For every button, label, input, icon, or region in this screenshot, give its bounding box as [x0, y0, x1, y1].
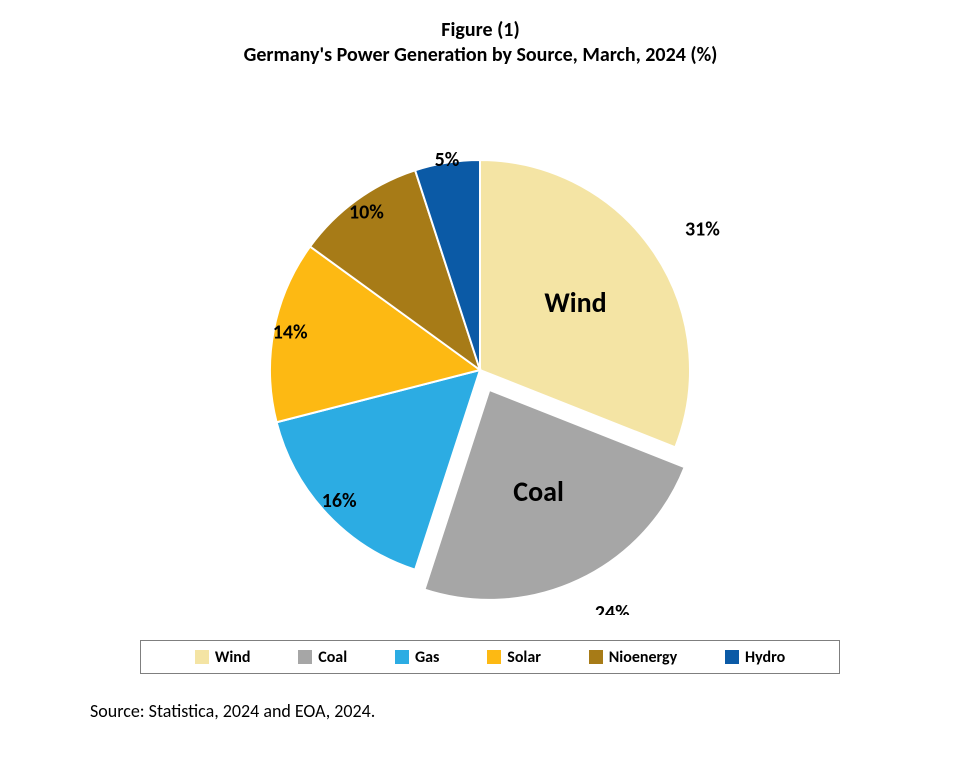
legend-item-gas: Gas	[395, 648, 439, 667]
legend-swatch-icon	[395, 650, 409, 664]
legend-item-coal: Coal	[298, 648, 347, 667]
legend-item-wind: Wind	[195, 648, 251, 667]
chart-title: Figure (1) Germany's Power Generation by…	[0, 18, 961, 68]
legend-item-nioenergy: Nioenergy	[589, 648, 677, 667]
legend-swatch-icon	[725, 650, 739, 664]
name-label-coal: Coal	[513, 474, 564, 509]
name-label-wind: Wind	[544, 285, 606, 320]
pie-chart: 31% Wind 24% Coal 16% 14% 10% 5%	[0, 95, 961, 615]
legend-label: Nioenergy	[609, 648, 677, 667]
pct-label-coal: 24%	[595, 601, 630, 615]
title-line-1: Figure (1)	[0, 18, 961, 43]
pct-label-wind: 31%	[685, 218, 720, 242]
legend-label: Wind	[215, 648, 251, 667]
legend-swatch-icon	[298, 650, 312, 664]
pct-label-gas: 16%	[322, 489, 357, 513]
legend-label: Hydro	[745, 648, 785, 667]
legend-item-hydro: Hydro	[725, 648, 785, 667]
pct-label-solar: 14%	[273, 321, 308, 345]
source-note: Source: Statistica, 2024 and EOA, 2024.	[90, 700, 375, 722]
pct-label-bioenergy: 10%	[349, 201, 384, 225]
title-line-2: Germany's Power Generation by Source, Ma…	[0, 43, 961, 68]
legend-swatch-icon	[589, 650, 603, 664]
legend-item-solar: Solar	[487, 648, 541, 667]
pie-svg: 31% Wind 24% Coal 16% 14% 10% 5%	[0, 95, 961, 615]
legend-label: Solar	[507, 648, 541, 667]
legend-swatch-icon	[487, 650, 501, 664]
legend-swatch-icon	[195, 650, 209, 664]
pct-label-hydro: 5%	[435, 148, 460, 172]
figure-container: Figure (1) Germany's Power Generation by…	[0, 0, 961, 769]
legend-label: Gas	[415, 648, 439, 667]
legend-label: Coal	[318, 648, 347, 667]
legend: Wind Coal Gas Solar Nioenergy Hydro	[140, 640, 840, 674]
